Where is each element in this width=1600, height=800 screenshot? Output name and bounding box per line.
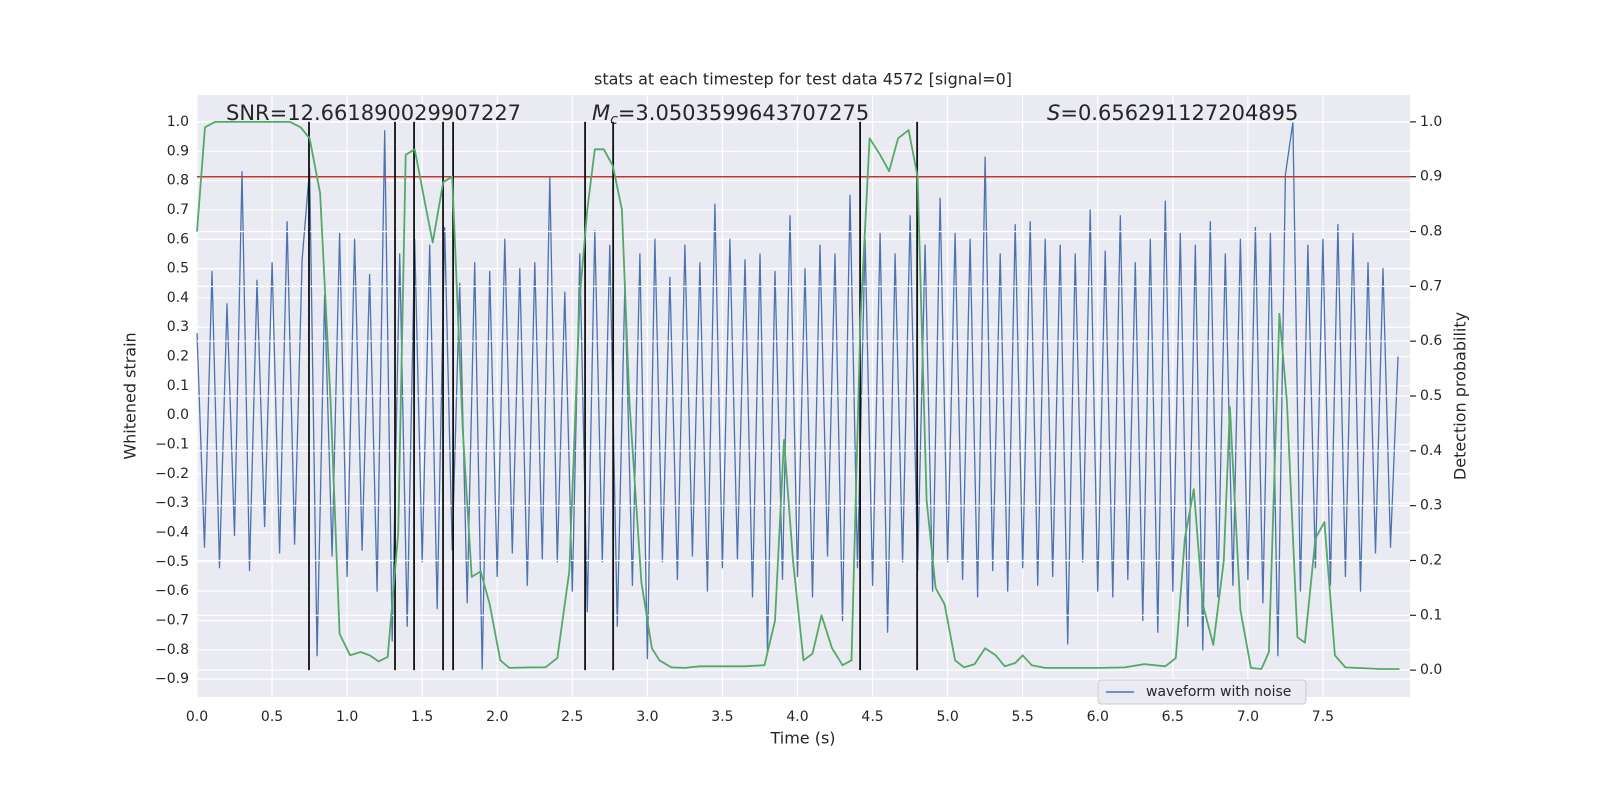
x-tick-label: 2.5: [561, 709, 583, 725]
x-tick-label: 4.5: [861, 709, 883, 725]
y-tick-label: 0.7: [167, 202, 189, 218]
y-tick-label: −0.7: [155, 612, 189, 628]
y-tick-label: −0.2: [155, 466, 189, 482]
y2-axis-label: Detection probability: [1451, 312, 1470, 480]
annotation: SNR=12.661890029907227: [226, 101, 521, 125]
y-tick-label: −0.5: [155, 554, 189, 570]
annotation-symbol: M: [592, 101, 610, 125]
x-tick-label: 0.0: [186, 709, 208, 725]
y2-tick-label: 0.8: [1420, 224, 1442, 240]
legend-box: [1097, 679, 1307, 705]
y-tick-label: 0.0: [167, 407, 189, 423]
annotation-text: =3.0503599643707275: [618, 101, 869, 125]
over-layer: [196, 121, 1410, 671]
x-tick-label: 0.5: [261, 709, 283, 725]
y2-tick-label: 0.3: [1420, 498, 1442, 514]
chart-title: stats at each timestep for test data 457…: [594, 70, 1012, 89]
annotation: Mc=3.0503599643707275: [592, 101, 869, 128]
annotation-text: SNR=12.661890029907227: [226, 101, 521, 125]
y-axis-label: Whitened strain: [121, 332, 140, 459]
series-line: [196, 121, 1400, 670]
y-tick-label: 0.9: [167, 143, 189, 159]
y-tick-label: 0.4: [167, 290, 189, 306]
x-tick-label: 3.0: [636, 709, 658, 725]
y-tick-label: −0.8: [155, 642, 189, 658]
x-tick-label: 4.0: [786, 709, 808, 725]
y-tick-label: 0.1: [167, 378, 189, 394]
x-tick-label: 6.0: [1087, 709, 1109, 725]
y2-tick-label: 0.7: [1420, 278, 1442, 294]
annotation-subscript: c: [610, 112, 618, 128]
y-tick-label: −0.3: [155, 495, 189, 511]
annotation-symbol: S: [1047, 101, 1060, 125]
y-tick-label: 0.6: [167, 231, 189, 247]
x-tick-label: 2.0: [486, 709, 508, 725]
y-tick-label: −0.4: [155, 524, 189, 540]
x-tick-label: 7.5: [1312, 709, 1334, 725]
y-tick-label: 0.2: [167, 349, 189, 365]
y2-tick-label: 0.4: [1420, 443, 1442, 459]
annotation: S=0.656291127204895: [1047, 101, 1298, 125]
x-tick-label: 7.0: [1237, 709, 1259, 725]
y-tick-label: −0.1: [155, 437, 189, 453]
legend-label: waveform with noise: [1146, 684, 1291, 700]
x-tick-label: 5.5: [1012, 709, 1034, 725]
y-tick-label: 0.5: [167, 261, 189, 277]
x-axis-label: Time (s): [769, 729, 835, 748]
y-tick-label: 0.3: [167, 319, 189, 335]
x-tick-label: 1.5: [411, 709, 433, 725]
y2-tick-label: 0.5: [1420, 388, 1442, 404]
annotation-text: =0.656291127204895: [1060, 101, 1298, 125]
y-tick-label: −0.9: [155, 671, 189, 687]
x-tick-label: 6.5: [1162, 709, 1184, 725]
x-tick-label: 5.0: [936, 709, 958, 725]
y-tick-label: 1.0: [167, 114, 189, 130]
series-line: [196, 121, 1399, 671]
y2-tick-label: 0.0: [1420, 662, 1442, 678]
x-tick-label: 3.5: [711, 709, 733, 725]
y2-tick-label: 0.6: [1420, 333, 1442, 349]
y2-tick-label: 0.9: [1420, 169, 1442, 185]
y2-tick-label: 0.1: [1420, 607, 1442, 623]
legend: waveform with noise: [1097, 679, 1307, 705]
y2-tick-label: 1.0: [1420, 114, 1442, 130]
y-tick-label: −0.6: [155, 583, 189, 599]
x-tick-label: 1.0: [336, 709, 358, 725]
y-tick-label: 0.8: [167, 173, 189, 189]
y2-tick-label: 0.2: [1420, 552, 1442, 568]
